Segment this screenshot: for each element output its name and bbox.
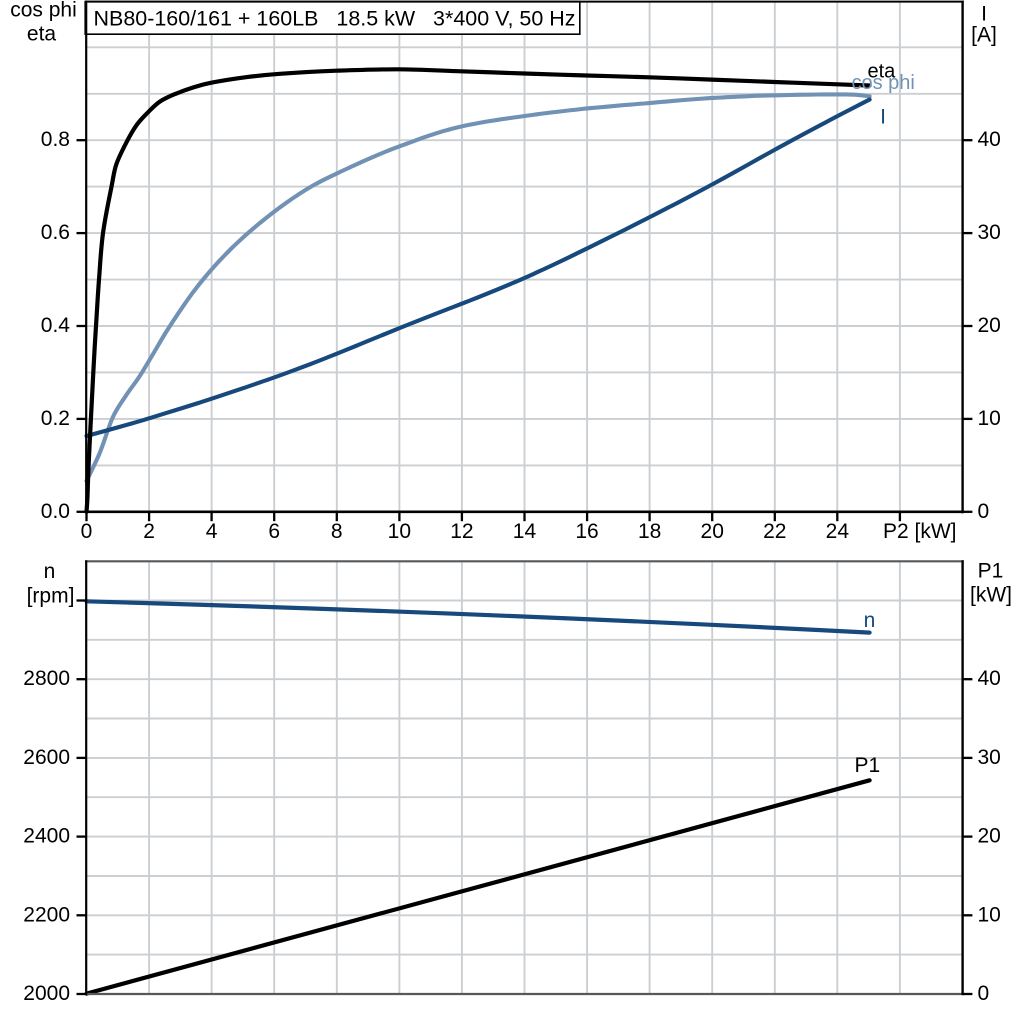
svg-text:0.2: 0.2	[41, 407, 70, 430]
svg-text:I: I	[880, 106, 886, 129]
svg-text:2200: 2200	[23, 903, 70, 926]
svg-text:n: n	[44, 560, 56, 583]
svg-text:16: 16	[575, 520, 598, 543]
svg-text:18: 18	[638, 520, 661, 543]
svg-text:n: n	[864, 609, 876, 632]
svg-text:40: 40	[978, 128, 1001, 151]
svg-text:0.6: 0.6	[41, 221, 70, 244]
svg-text:10: 10	[978, 407, 1001, 430]
svg-text:20: 20	[701, 520, 724, 543]
svg-text:4: 4	[206, 520, 218, 543]
svg-text:0.8: 0.8	[41, 128, 70, 151]
svg-text:NB80-160/161 + 160LB 18.5 kW: NB80-160/161 + 160LB 18.5 kW 3*400 V, 50…	[94, 8, 576, 31]
svg-text:cos phi: cos phi	[852, 72, 915, 94]
svg-text:[rpm]: [rpm]	[27, 585, 75, 608]
svg-text:8: 8	[331, 520, 343, 543]
svg-text:2800: 2800	[23, 667, 70, 690]
svg-text:eta: eta	[27, 23, 57, 46]
svg-text:12: 12	[450, 520, 473, 543]
svg-text:P1: P1	[978, 560, 1004, 583]
svg-text:6: 6	[268, 520, 280, 543]
svg-text:[kW]: [kW]	[970, 584, 1012, 607]
svg-text:eta: eta	[868, 61, 897, 83]
svg-text:30: 30	[978, 746, 1001, 769]
svg-text:10: 10	[978, 903, 1001, 926]
svg-text:0: 0	[81, 520, 93, 543]
svg-text:2400: 2400	[23, 825, 70, 848]
svg-text:cos phi: cos phi	[10, 0, 77, 22]
svg-text:2: 2	[143, 520, 155, 543]
svg-text:2000: 2000	[23, 982, 70, 1005]
svg-text:10: 10	[388, 520, 411, 543]
svg-text:0.4: 0.4	[41, 314, 71, 337]
svg-text:40: 40	[978, 667, 1001, 690]
svg-text:30: 30	[978, 221, 1001, 244]
svg-text:24: 24	[826, 520, 850, 543]
svg-text:0: 0	[978, 982, 990, 1005]
svg-text:20: 20	[978, 314, 1001, 337]
svg-text:[A]: [A]	[971, 24, 997, 47]
svg-text:22: 22	[763, 520, 786, 543]
svg-text:P1: P1	[855, 754, 881, 777]
svg-text:I: I	[981, 3, 987, 26]
svg-text:0.0: 0.0	[41, 500, 70, 523]
svg-text:2600: 2600	[23, 746, 70, 769]
svg-text:14: 14	[513, 520, 537, 543]
svg-text:20: 20	[978, 825, 1001, 848]
svg-text:P2 [kW]: P2 [kW]	[883, 520, 957, 543]
svg-text:0: 0	[978, 500, 990, 523]
